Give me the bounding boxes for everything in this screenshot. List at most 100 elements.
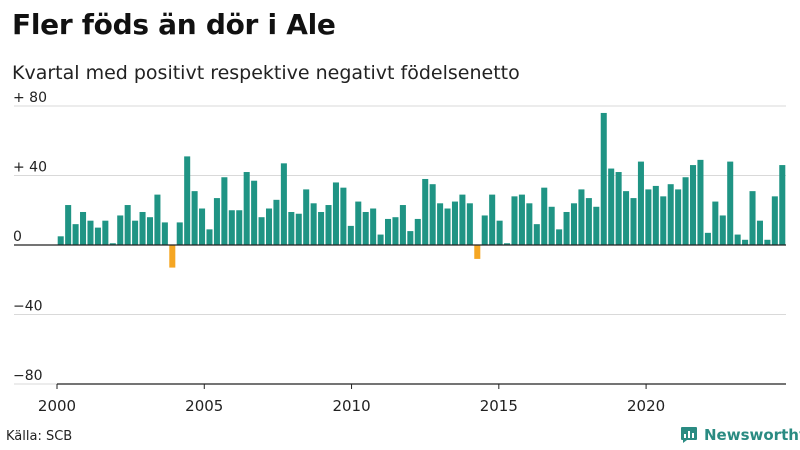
- bar-positive: [310, 203, 317, 245]
- bar-positive: [377, 234, 384, 245]
- bar-positive: [280, 163, 287, 245]
- bar-positive: [288, 211, 295, 245]
- chart-subtitle: Kvartal med positivt respektive negativt…: [12, 62, 520, 84]
- bar-positive: [332, 182, 339, 245]
- bar-positive: [459, 194, 466, 245]
- bar-positive: [303, 189, 310, 245]
- bar-positive: [154, 194, 161, 245]
- bar-positive: [109, 243, 116, 245]
- bar-positive: [221, 177, 228, 245]
- bar-negative: [474, 245, 481, 259]
- newsworthy-logo-icon: [681, 427, 697, 443]
- bar-positive: [65, 205, 72, 245]
- bar-positive: [548, 206, 555, 245]
- bar-positive: [645, 189, 652, 245]
- bar-positive: [199, 208, 206, 245]
- bar-positive: [161, 222, 168, 245]
- bar-positive: [236, 210, 243, 245]
- bar-positive: [429, 184, 436, 245]
- bar-positive: [734, 234, 741, 245]
- bar-positive: [511, 196, 518, 245]
- bar-positive: [704, 232, 711, 245]
- bar-positive: [347, 225, 354, 245]
- brand-name: Newsworthy: [704, 426, 800, 444]
- bar-positive: [184, 156, 191, 245]
- bar-positive: [251, 180, 258, 245]
- bar-positive: [608, 168, 615, 245]
- bar-positive: [518, 194, 525, 245]
- bar-positive: [206, 229, 213, 245]
- y-axis-ticks: + 80 + 40 0 −40 −80: [13, 90, 47, 384]
- y-tick-label: + 40: [13, 160, 47, 176]
- bar-positive: [146, 217, 154, 245]
- bar-positive: [697, 159, 704, 245]
- bar-positive: [727, 161, 734, 245]
- x-tick-label: 2015: [480, 397, 518, 415]
- bar-positive: [712, 201, 719, 245]
- bar-positive: [623, 191, 630, 245]
- bar-positive: [228, 210, 235, 245]
- bar-positive: [414, 218, 421, 245]
- bar-positive: [191, 191, 198, 245]
- bar-negative: [169, 245, 176, 268]
- bar-positive: [466, 203, 473, 245]
- bar-positive: [682, 177, 689, 245]
- bar-positive: [117, 215, 124, 245]
- bar-positive: [504, 243, 511, 245]
- bar-positive: [526, 203, 533, 245]
- bar-positive: [556, 229, 563, 245]
- bar-positive: [392, 217, 399, 245]
- bar-positive: [719, 215, 726, 245]
- bar-positive: [652, 185, 659, 245]
- bar-positive: [258, 217, 265, 245]
- bar-positive: [615, 172, 622, 245]
- bar-positive: [444, 208, 451, 245]
- bar-positive: [385, 218, 392, 245]
- y-tick-label: + 80: [13, 90, 47, 106]
- bar-positive: [399, 205, 406, 245]
- bar-positive: [318, 211, 325, 245]
- source-note: Källa: SCB: [6, 429, 73, 444]
- bar-positive: [325, 205, 332, 245]
- bar-positive: [72, 224, 79, 245]
- bar-positive: [176, 222, 183, 245]
- bar-positive: [660, 196, 667, 245]
- bar-positive: [496, 220, 503, 245]
- y-tick-label: −40: [13, 299, 43, 315]
- x-tick-label: 2010: [332, 397, 370, 415]
- bar-positive: [749, 191, 756, 245]
- bar-positive: [265, 208, 273, 245]
- bar-positive: [600, 112, 607, 245]
- bar-positive: [80, 211, 87, 245]
- bar-positive: [570, 203, 578, 245]
- bar-positive: [756, 220, 763, 245]
- bar-positive: [451, 201, 458, 245]
- bar-positive: [689, 165, 697, 245]
- zero-line-group: [14, 244, 786, 385]
- bar-positive: [87, 220, 94, 245]
- bar-positive: [94, 227, 101, 245]
- bar-positive: [422, 178, 429, 245]
- x-axis-ticks: 2000 2005 2010 2015 2020: [38, 384, 665, 415]
- bar-positive: [563, 211, 570, 245]
- bar-positive: [102, 220, 109, 245]
- bar-positive: [139, 211, 146, 245]
- bar-positive: [243, 172, 250, 245]
- bar-positive: [764, 239, 771, 245]
- bar-positive: [295, 213, 302, 245]
- brand-logo: Newsworthy: [680, 426, 800, 444]
- bar-positive: [437, 203, 444, 245]
- bar-positive: [742, 239, 749, 245]
- bars: [57, 112, 786, 268]
- bar-positive: [585, 198, 592, 245]
- bar-positive: [355, 201, 362, 245]
- x-tick-label: 2000: [38, 397, 76, 415]
- bar-positive: [213, 198, 220, 245]
- bar-positive: [362, 211, 369, 245]
- bar-positive: [481, 215, 488, 245]
- bar-positive: [533, 224, 540, 245]
- bar-positive: [407, 231, 414, 245]
- y-tick-label: 0: [13, 229, 22, 245]
- bar-positive: [124, 205, 131, 245]
- bar-positive: [489, 194, 496, 245]
